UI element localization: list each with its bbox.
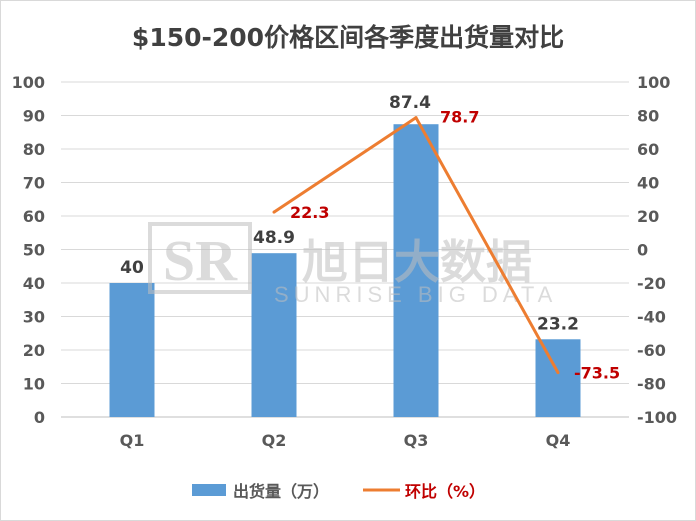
y-left-tick-label: 80 [23,140,45,159]
line-label: 22.3 [290,203,329,222]
x-tick-label: Q3 [404,431,429,450]
watermark: SR 旭日大数据 SUNRISE BIG DATA [148,222,557,307]
y-right-tick-label: -100 [637,408,677,427]
y-right-tick-label: -40 [637,308,666,327]
legend-bar-swatch [192,484,226,496]
x-tick-label: Q2 [262,431,287,450]
y-left-tick-label: 70 [23,174,45,193]
watermark-cn: 旭日大数据 [302,235,532,289]
y-right-tick-label: -60 [637,341,666,360]
y-right-tick-label: 100 [637,73,670,92]
y-right-tick-label: 0 [637,241,648,260]
y-left-tick-label: 20 [23,341,45,360]
y-left-tick-label: 50 [23,241,45,260]
line-label: -73.5 [574,364,620,383]
x-tick-label: Q4 [546,431,571,450]
y-left-tick-label: 40 [23,274,45,293]
chart-title: $150-200价格区间各季度出货量对比 [132,23,564,52]
y-right-tick-label: -80 [637,375,666,394]
legend-bar-label: 出货量（万） [233,482,329,501]
watermark-en: SUNRISE BIG DATA [274,282,557,307]
y-right-tick-label: 60 [637,140,659,159]
data-labels: 40 48.9 87.4 23.2 22.3 78.7 -73.5 [120,93,620,382]
bar-Q4 [535,339,581,417]
x-tick-label: Q1 [120,431,145,450]
y-left-tick-label: 90 [23,107,45,126]
y-right-tick-label: 40 [637,174,659,193]
y-right-tick-label: 80 [637,107,659,126]
bar-label: 40 [120,258,144,278]
legend-line-label: 环比（%） [405,482,485,501]
y-left-tick-label: 60 [23,207,45,226]
line-label: 78.7 [440,108,479,127]
y-left-tick-label: 100 [12,73,45,92]
bar-label: 87.4 [389,93,431,113]
line-series [272,116,560,375]
axes: 0 10 20 30 40 50 60 70 80 90 100 -100 -80 -60 -40 -20 0 2… [12,73,677,450]
y-left-tick-label: 10 [23,375,45,394]
bar-label: 48.9 [253,228,295,248]
line-path [273,116,560,374]
watermark-logo: SR [163,228,238,293]
legend: 出货量（万） 环比（%） [192,482,485,501]
y-left-tick-label: 30 [23,308,45,327]
y-right-tick-label: -20 [637,274,666,293]
bar-Q2 [251,253,297,417]
y-left-tick-label: 0 [34,408,45,427]
gridlines [61,81,629,418]
bars [109,124,581,418]
y-right-tick-label: 20 [637,207,659,226]
watermark-logo-box [148,222,252,294]
bar-Q3 [393,124,439,418]
bar-label: 23.2 [537,314,579,334]
bar-Q1 [109,283,155,417]
